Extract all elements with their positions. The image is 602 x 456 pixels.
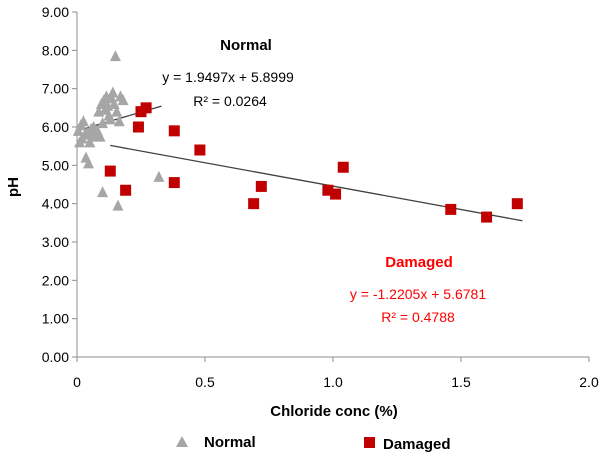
data-point-normal [111,105,123,117]
data-point-normal [113,115,125,127]
data-point-damaged [330,188,342,200]
data-points [72,50,523,223]
x-tick-label: 2.0 [579,374,599,390]
data-point-normal [97,117,109,129]
data-point-damaged [337,161,349,173]
legend: Normal Damaged [176,434,451,453]
y-tick-label: 2.00 [42,272,69,288]
data-point-normal [104,113,116,125]
legend-marker-damaged [364,437,375,448]
y-tick-label: 0.00 [42,349,69,365]
x-tick-label: 0 [73,374,81,390]
data-point-normal [112,199,124,211]
data-point-damaged [511,198,523,210]
x-tick-label: 0.5 [195,374,215,390]
y-axis-title: pH [5,177,22,197]
y-tick-label: 5.00 [42,157,69,173]
trendline-equation-normal: y = 1.9497x + 5.8999 [162,69,294,85]
data-point-normal [153,170,165,182]
data-point-damaged [255,180,267,192]
trendline-r2-normal: R² = 0.0264 [193,93,267,109]
data-point-normal [72,124,84,136]
data-point-normal [97,186,109,198]
data-point-normal [84,136,96,148]
y-tick-label: 9.00 [42,4,69,20]
data-point-damaged [140,102,152,114]
data-point-damaged [481,211,493,223]
data-point-normal [94,130,106,142]
data-point-damaged [132,121,144,133]
x-axis-title: Chloride conc (%) [270,403,398,420]
legend-label-normal: Normal [204,434,256,451]
data-point-normal [117,94,129,106]
trendline-r2-damaged: R² = 0.4788 [381,309,455,325]
data-point-normal [107,86,119,98]
data-point-normal [77,115,89,127]
data-point-damaged [168,177,180,189]
y-tick-label: 3.00 [42,234,69,250]
data-point-damaged [322,184,334,196]
data-point-damaged [168,125,180,137]
data-point-damaged [104,165,116,177]
legend-label-damaged: Damaged [383,436,451,453]
data-point-normal [83,157,95,169]
legend-marker-normal [176,436,188,447]
data-point-normal [109,50,121,62]
series-label-normal: Normal [220,37,272,54]
x-tick-label: 1.5 [451,374,471,390]
y-tick-label: 1.00 [42,311,69,327]
y-tick-label: 8.00 [42,42,69,58]
x-tick-label: 1.0 [323,374,343,390]
axes: 0.001.002.003.004.005.006.007.008.009.00… [42,4,599,390]
data-point-damaged [120,184,132,196]
trendline-equation-damaged: y = -1.2205x + 5.6781 [350,286,486,302]
data-point-damaged [194,144,206,156]
y-tick-label: 4.00 [42,196,69,212]
y-tick-label: 7.00 [42,81,69,97]
series-label-damaged: Damaged [385,254,453,271]
data-point-damaged [248,198,260,210]
y-tick-label: 6.00 [42,119,69,135]
data-point-damaged [445,203,457,215]
